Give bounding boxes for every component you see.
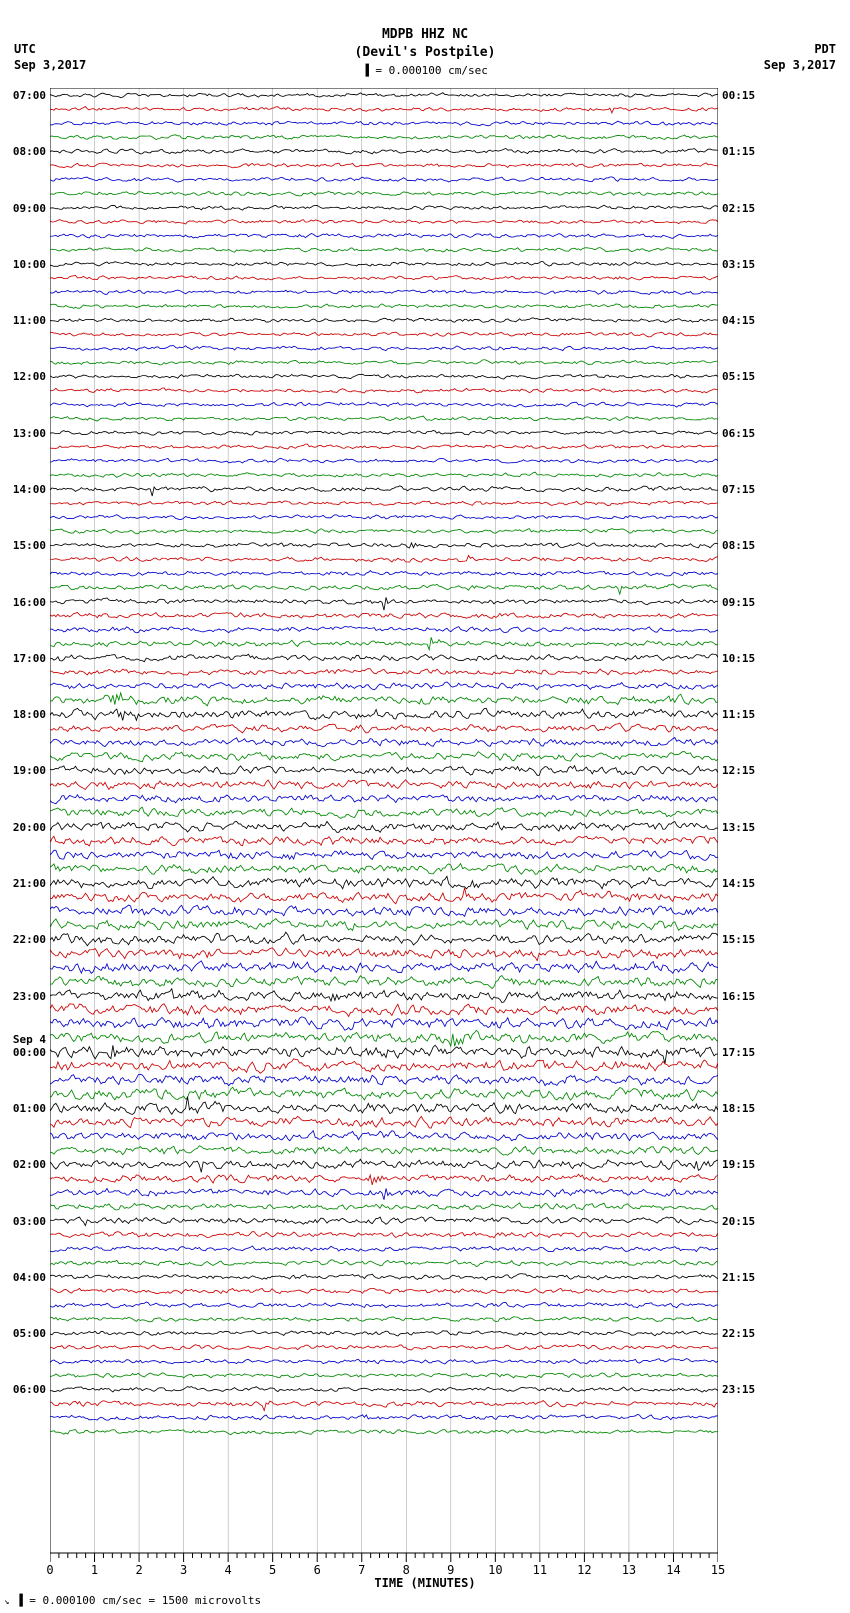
- time-label: 11:15: [722, 708, 755, 721]
- time-label: 00:00: [13, 1046, 46, 1059]
- time-label: 05:15: [722, 370, 755, 383]
- time-label: 12:15: [722, 764, 755, 777]
- time-label: 02:15: [722, 202, 755, 215]
- tz-right-date: Sep 3,2017: [764, 58, 836, 74]
- time-label: 17:15: [722, 1046, 755, 1059]
- time-label: 06:00: [13, 1383, 46, 1396]
- time-label: 23:15: [722, 1383, 755, 1396]
- x-tick-label: 7: [358, 1563, 365, 1577]
- time-label: 04:00: [13, 1271, 46, 1284]
- time-label: 14:00: [13, 483, 46, 496]
- time-label: 12:00: [13, 370, 46, 383]
- time-label: 19:15: [722, 1158, 755, 1171]
- tz-left-date: Sep 3,2017: [14, 58, 86, 74]
- x-tick-label: 2: [135, 1563, 142, 1577]
- time-label: 13:15: [722, 821, 755, 834]
- tz-right-name: PDT: [764, 42, 836, 58]
- tz-left-name: UTC: [14, 42, 86, 58]
- header: MDPB HHZ NC (Devil's Postpile): [0, 26, 850, 61]
- time-label: 19:00: [13, 764, 46, 777]
- time-label: 22:00: [13, 933, 46, 946]
- time-label: 14:15: [722, 877, 755, 890]
- time-label: 01:00: [13, 1102, 46, 1115]
- x-tick-label: 9: [447, 1563, 454, 1577]
- x-tick-label: 4: [225, 1563, 232, 1577]
- time-label: 07:15: [722, 483, 755, 496]
- time-label: 05:00: [13, 1327, 46, 1340]
- x-tick-label: 0: [46, 1563, 53, 1577]
- time-label: 10:00: [13, 258, 46, 271]
- time-label: 18:15: [722, 1102, 755, 1115]
- time-label: 22:15: [722, 1327, 755, 1340]
- x-tick-label: 11: [533, 1563, 547, 1577]
- footer-text: = 0.000100 cm/sec = 1500 microvolts: [29, 1594, 261, 1607]
- time-label: 08:00: [13, 145, 46, 158]
- time-label: 18:00: [13, 708, 46, 721]
- x-tick-label: 13: [622, 1563, 636, 1577]
- time-label: 08:15: [722, 539, 755, 552]
- time-label: 17:00: [13, 652, 46, 665]
- x-tick-label: 15: [711, 1563, 725, 1577]
- time-label: 09:00: [13, 202, 46, 215]
- time-label: 16:00: [13, 596, 46, 609]
- day-marker: Sep 4: [13, 1033, 46, 1046]
- x-axis-title: TIME (MINUTES): [0, 1576, 850, 1590]
- x-tick-label: 12: [577, 1563, 591, 1577]
- time-label: 11:00: [13, 314, 46, 327]
- time-label: 03:15: [722, 258, 755, 271]
- x-tick-label: 6: [314, 1563, 321, 1577]
- time-label: 01:15: [722, 145, 755, 158]
- time-label: 04:15: [722, 314, 755, 327]
- time-label: 16:15: [722, 990, 755, 1003]
- timezone-right: PDT Sep 3,2017: [764, 42, 836, 73]
- time-label: 20:15: [722, 1215, 755, 1228]
- x-tick-label: 1: [91, 1563, 98, 1577]
- x-tick-label: 10: [488, 1563, 502, 1577]
- time-label: 15:15: [722, 933, 755, 946]
- time-label: 09:15: [722, 596, 755, 609]
- time-label: 13:00: [13, 427, 46, 440]
- time-label: 00:15: [722, 89, 755, 102]
- time-label: 03:00: [13, 1215, 46, 1228]
- time-label: 06:15: [722, 427, 755, 440]
- seismogram-svg: [50, 88, 718, 1553]
- x-tick-label: 14: [666, 1563, 680, 1577]
- x-tick-label: 5: [269, 1563, 276, 1577]
- seismogram-container: MDPB HHZ NC (Devil's Postpile) ▐ = 0.000…: [0, 0, 850, 1613]
- x-tick-label: 3: [180, 1563, 187, 1577]
- time-label: 02:00: [13, 1158, 46, 1171]
- timezone-left: UTC Sep 3,2017: [14, 42, 86, 73]
- time-label: 21:15: [722, 1271, 755, 1284]
- time-label: 07:00: [13, 89, 46, 102]
- seismogram-plot: [50, 88, 718, 1553]
- station-location: (Devil's Postpile): [0, 44, 850, 62]
- station-code: MDPB HHZ NC: [0, 26, 850, 44]
- time-label: 23:00: [13, 990, 46, 1003]
- x-tick-label: 8: [403, 1563, 410, 1577]
- time-label: 15:00: [13, 539, 46, 552]
- time-label: 21:00: [13, 877, 46, 890]
- time-label: 20:00: [13, 821, 46, 834]
- footer-scale: ↘ ▐ = 0.000100 cm/sec = 1500 microvolts: [4, 1594, 261, 1607]
- scale-indicator: ▐ = 0.000100 cm/sec: [0, 64, 850, 77]
- time-label: 10:15: [722, 652, 755, 665]
- scale-text: = 0.000100 cm/sec: [375, 64, 488, 77]
